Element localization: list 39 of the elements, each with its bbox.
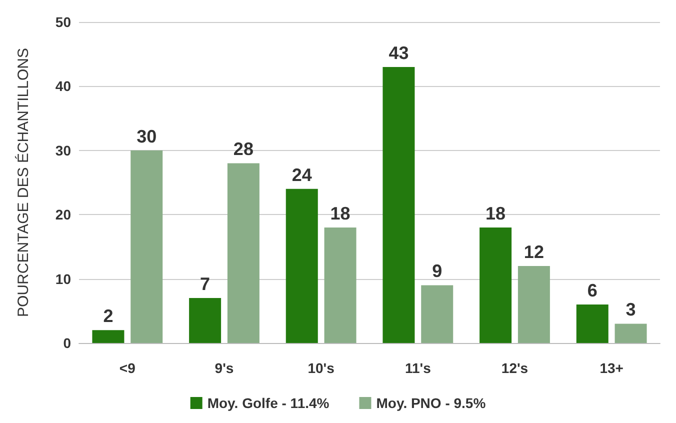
y-axis-title: POURCENTAGE DES ÉCHANTILLONS (14, 48, 32, 317)
data-label: 18 (330, 203, 350, 224)
y-tick-label: 20 (55, 206, 72, 223)
data-label: 12 (524, 242, 544, 262)
bar (130, 150, 163, 343)
data-label: 6 (587, 280, 598, 300)
bar (189, 298, 222, 343)
x-tick-label: 12's (501, 360, 528, 376)
data-label: 43 (388, 42, 409, 63)
bar (576, 304, 608, 343)
bar (324, 227, 356, 343)
data-label: 3 (626, 300, 636, 320)
x-tick-label: 10's (308, 360, 335, 376)
y-tick-label: 30 (55, 142, 72, 158)
legend-label: Moy. PNO - 9.5% (376, 395, 486, 411)
data-label: 7 (200, 274, 210, 294)
x-tick-label: <9 (119, 360, 136, 376)
y-tick-label: 10 (55, 270, 72, 287)
bar (227, 163, 260, 343)
y-tick-label: 40 (55, 78, 72, 94)
data-label: 28 (233, 139, 254, 160)
y-tick-label: 50 (55, 14, 72, 30)
data-label: 30 (136, 126, 157, 146)
bar (286, 188, 318, 343)
bar (518, 266, 550, 343)
legend-label: Moy. Golfe - 11.4% (207, 395, 330, 411)
data-label: 9 (432, 261, 442, 282)
bar (480, 227, 512, 343)
x-tick-label: 11's (404, 360, 432, 376)
y-tick-label: 0 (63, 335, 72, 351)
bar (421, 285, 454, 343)
bar (614, 324, 647, 343)
bar (92, 330, 124, 343)
data-label: 2 (103, 306, 114, 326)
x-tick-label: 13+ (600, 360, 624, 376)
bar (382, 66, 415, 343)
x-tick-label: 9's (214, 360, 234, 376)
data-label: 24 (292, 164, 312, 185)
data-label: 18 (486, 203, 506, 224)
